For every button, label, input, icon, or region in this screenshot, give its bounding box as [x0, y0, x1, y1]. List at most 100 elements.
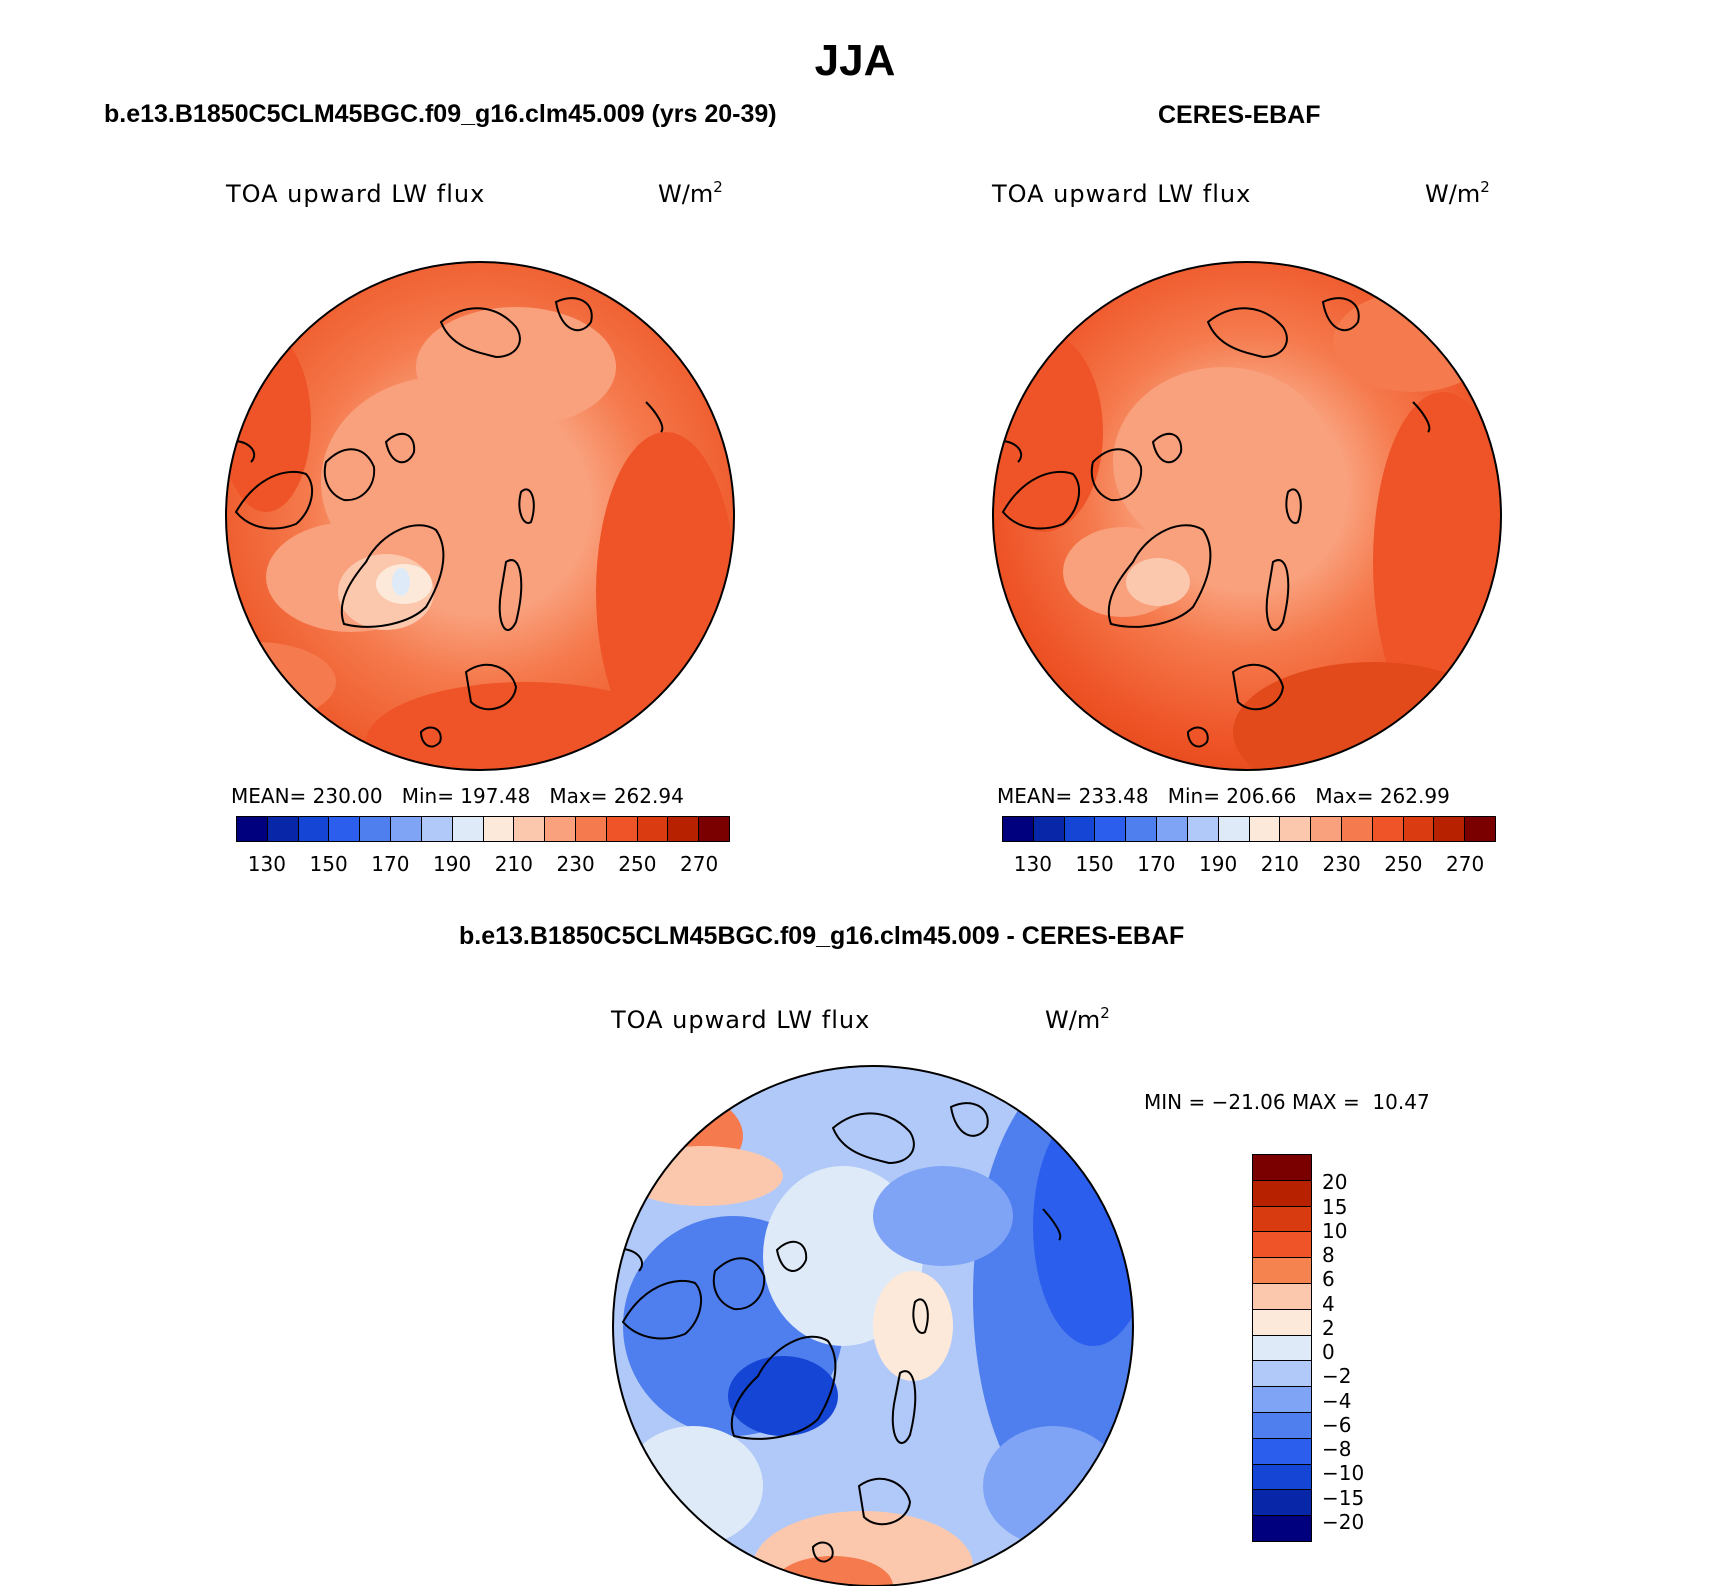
- colorbar-swatch: [1253, 1155, 1311, 1181]
- colorbar-tick-label: 0: [1322, 1340, 1335, 1364]
- colorbar-tick-label: −20: [1322, 1509, 1365, 1534]
- colorbar-tick-label: −2: [1322, 1364, 1352, 1389]
- obs-colorbar: [1002, 816, 1496, 842]
- colorbar-swatch: [1253, 1387, 1311, 1413]
- colorbar-tick-label: 270: [1446, 852, 1485, 876]
- colorbar-tick-label: 210: [1260, 852, 1299, 876]
- colorbar-swatch: [1003, 817, 1034, 841]
- colorbar-swatch: [483, 817, 515, 841]
- colorbar-swatch: [1434, 817, 1466, 841]
- colorbar-swatch: [267, 817, 299, 841]
- model-colorbar: [236, 816, 730, 842]
- colorbar-tick-label: 190: [1199, 852, 1238, 876]
- obs-stats: MEAN= 233.48 Min= 206.66 Max= 262.99: [997, 784, 1450, 808]
- colorbar-tick-label: 270: [680, 852, 719, 876]
- colorbar-tick-label: −10: [1322, 1461, 1365, 1486]
- obs-unit-label: W/m2: [1425, 178, 1490, 208]
- colorbar-swatch: [1372, 817, 1404, 841]
- colorbar-tick-label: −6: [1322, 1412, 1352, 1437]
- colorbar-swatch: [606, 817, 638, 841]
- colorbar-swatch: [668, 817, 700, 841]
- colorbar-swatch: [1253, 1464, 1311, 1491]
- colorbar-tick-label: −15: [1322, 1485, 1365, 1510]
- diff-unit-label: W/m2: [1045, 1004, 1110, 1034]
- colorbar-swatch: [1253, 1412, 1311, 1439]
- diff-variable-label: TOA upward LW flux: [611, 1006, 871, 1034]
- colorbar-tick-label: 150: [1075, 852, 1114, 876]
- diff-panel-title: b.e13.B1850C5CLM45BGC.f09_g16.clm45.009 …: [459, 922, 1185, 950]
- colorbar-swatch: [1253, 1232, 1311, 1259]
- colorbar-swatch: [1253, 1206, 1311, 1233]
- colorbar-tick-label: 130: [247, 852, 286, 876]
- colorbar-swatch: [545, 817, 576, 841]
- diff-stats: MIN = −21.06 MAX = 10.47: [1144, 1090, 1430, 1114]
- colorbar-tick-label: 130: [1013, 852, 1052, 876]
- colorbar-swatch: [1253, 1309, 1311, 1336]
- colorbar-tick-label: 20: [1322, 1170, 1348, 1195]
- colorbar-swatch: [1157, 817, 1188, 841]
- colorbar-swatch: [1064, 817, 1096, 841]
- colorbar-swatch: [699, 817, 729, 841]
- colorbar-swatch: [1253, 1180, 1311, 1207]
- model-unit-label: W/m2: [658, 178, 723, 208]
- colorbar-swatch: [1126, 817, 1158, 841]
- colorbar-tick-label: 4: [1322, 1291, 1335, 1316]
- colorbar-swatch: [1403, 817, 1435, 841]
- diff-colorbar: [1252, 1154, 1312, 1542]
- colorbar-swatch: [421, 817, 453, 841]
- colorbar-tick-label: 15: [1322, 1194, 1348, 1219]
- colorbar-swatch: [391, 817, 422, 841]
- obs-variable-label: TOA upward LW flux: [992, 180, 1252, 208]
- colorbar-tick-label: 170: [371, 852, 410, 876]
- colorbar-swatch: [329, 817, 361, 841]
- model-variable-label: TOA upward LW flux: [226, 180, 486, 208]
- colorbar-tick-label: −4: [1322, 1388, 1352, 1413]
- colorbar-swatch: [452, 817, 484, 841]
- colorbar-tick-label: −8: [1322, 1437, 1352, 1461]
- colorbar-swatch: [1095, 817, 1127, 841]
- colorbar-tick-label: 230: [1322, 852, 1361, 876]
- colorbar-tick-label: 6: [1322, 1267, 1335, 1292]
- colorbar-tick-label: 10: [1322, 1218, 1348, 1243]
- colorbar-tick-label: 2: [1322, 1315, 1335, 1340]
- colorbar-swatch: [1033, 817, 1065, 841]
- colorbar-swatch: [1341, 817, 1373, 841]
- colorbar-swatch: [1311, 817, 1342, 841]
- model-panel-title: b.e13.B1850C5CLM45BGC.f09_g16.clm45.009 …: [104, 100, 777, 128]
- colorbar-swatch: [1253, 1335, 1311, 1362]
- colorbar-swatch: [1253, 1490, 1311, 1517]
- colorbar-swatch: [514, 817, 546, 841]
- colorbar-tick-label: 8: [1322, 1243, 1335, 1267]
- colorbar-tick-label: 150: [309, 852, 348, 876]
- figure-title: JJA: [814, 36, 896, 85]
- colorbar-tick-label: 250: [618, 852, 657, 876]
- colorbar-swatch: [1187, 817, 1219, 841]
- colorbar-swatch: [298, 817, 330, 841]
- colorbar-swatch: [1218, 817, 1250, 841]
- model-polar-map: [225, 261, 735, 771]
- colorbar-tick-label: 170: [1137, 852, 1176, 876]
- model-stats: MEAN= 230.00 Min= 197.48 Max= 262.94: [231, 784, 684, 808]
- colorbar-swatch: [360, 817, 392, 841]
- diff-polar-map: [612, 1065, 1134, 1586]
- colorbar-swatch: [1253, 1438, 1311, 1465]
- colorbar-swatch: [1465, 817, 1495, 841]
- colorbar-tick-label: 230: [556, 852, 595, 876]
- colorbar-swatch: [237, 817, 268, 841]
- colorbar-swatch: [1253, 1516, 1311, 1541]
- model-colorbar-ticks: 130 150 170 190 210 230 250 270: [236, 852, 730, 876]
- colorbar-tick-label: 190: [433, 852, 472, 876]
- colorbar-swatch: [637, 817, 669, 841]
- obs-panel-title: CERES-EBAF: [1158, 101, 1321, 129]
- diff-colorbar-ticks: 20 15 10 8 6 4 2 0 −2 −4 −6 −8 −10 −15 −20: [1322, 1154, 1402, 1542]
- colorbar-swatch: [1253, 1283, 1311, 1310]
- colorbar-swatch: [1253, 1258, 1311, 1284]
- colorbar-tick-label: 210: [494, 852, 533, 876]
- obs-colorbar-ticks: 130 150 170 190 210 230 250 270: [1002, 852, 1496, 876]
- colorbar-swatch: [1249, 817, 1281, 841]
- colorbar-swatch: [1253, 1361, 1311, 1388]
- colorbar-swatch: [1280, 817, 1312, 841]
- colorbar-tick-label: 250: [1384, 852, 1423, 876]
- colorbar-swatch: [575, 817, 607, 841]
- obs-polar-map: [992, 261, 1502, 771]
